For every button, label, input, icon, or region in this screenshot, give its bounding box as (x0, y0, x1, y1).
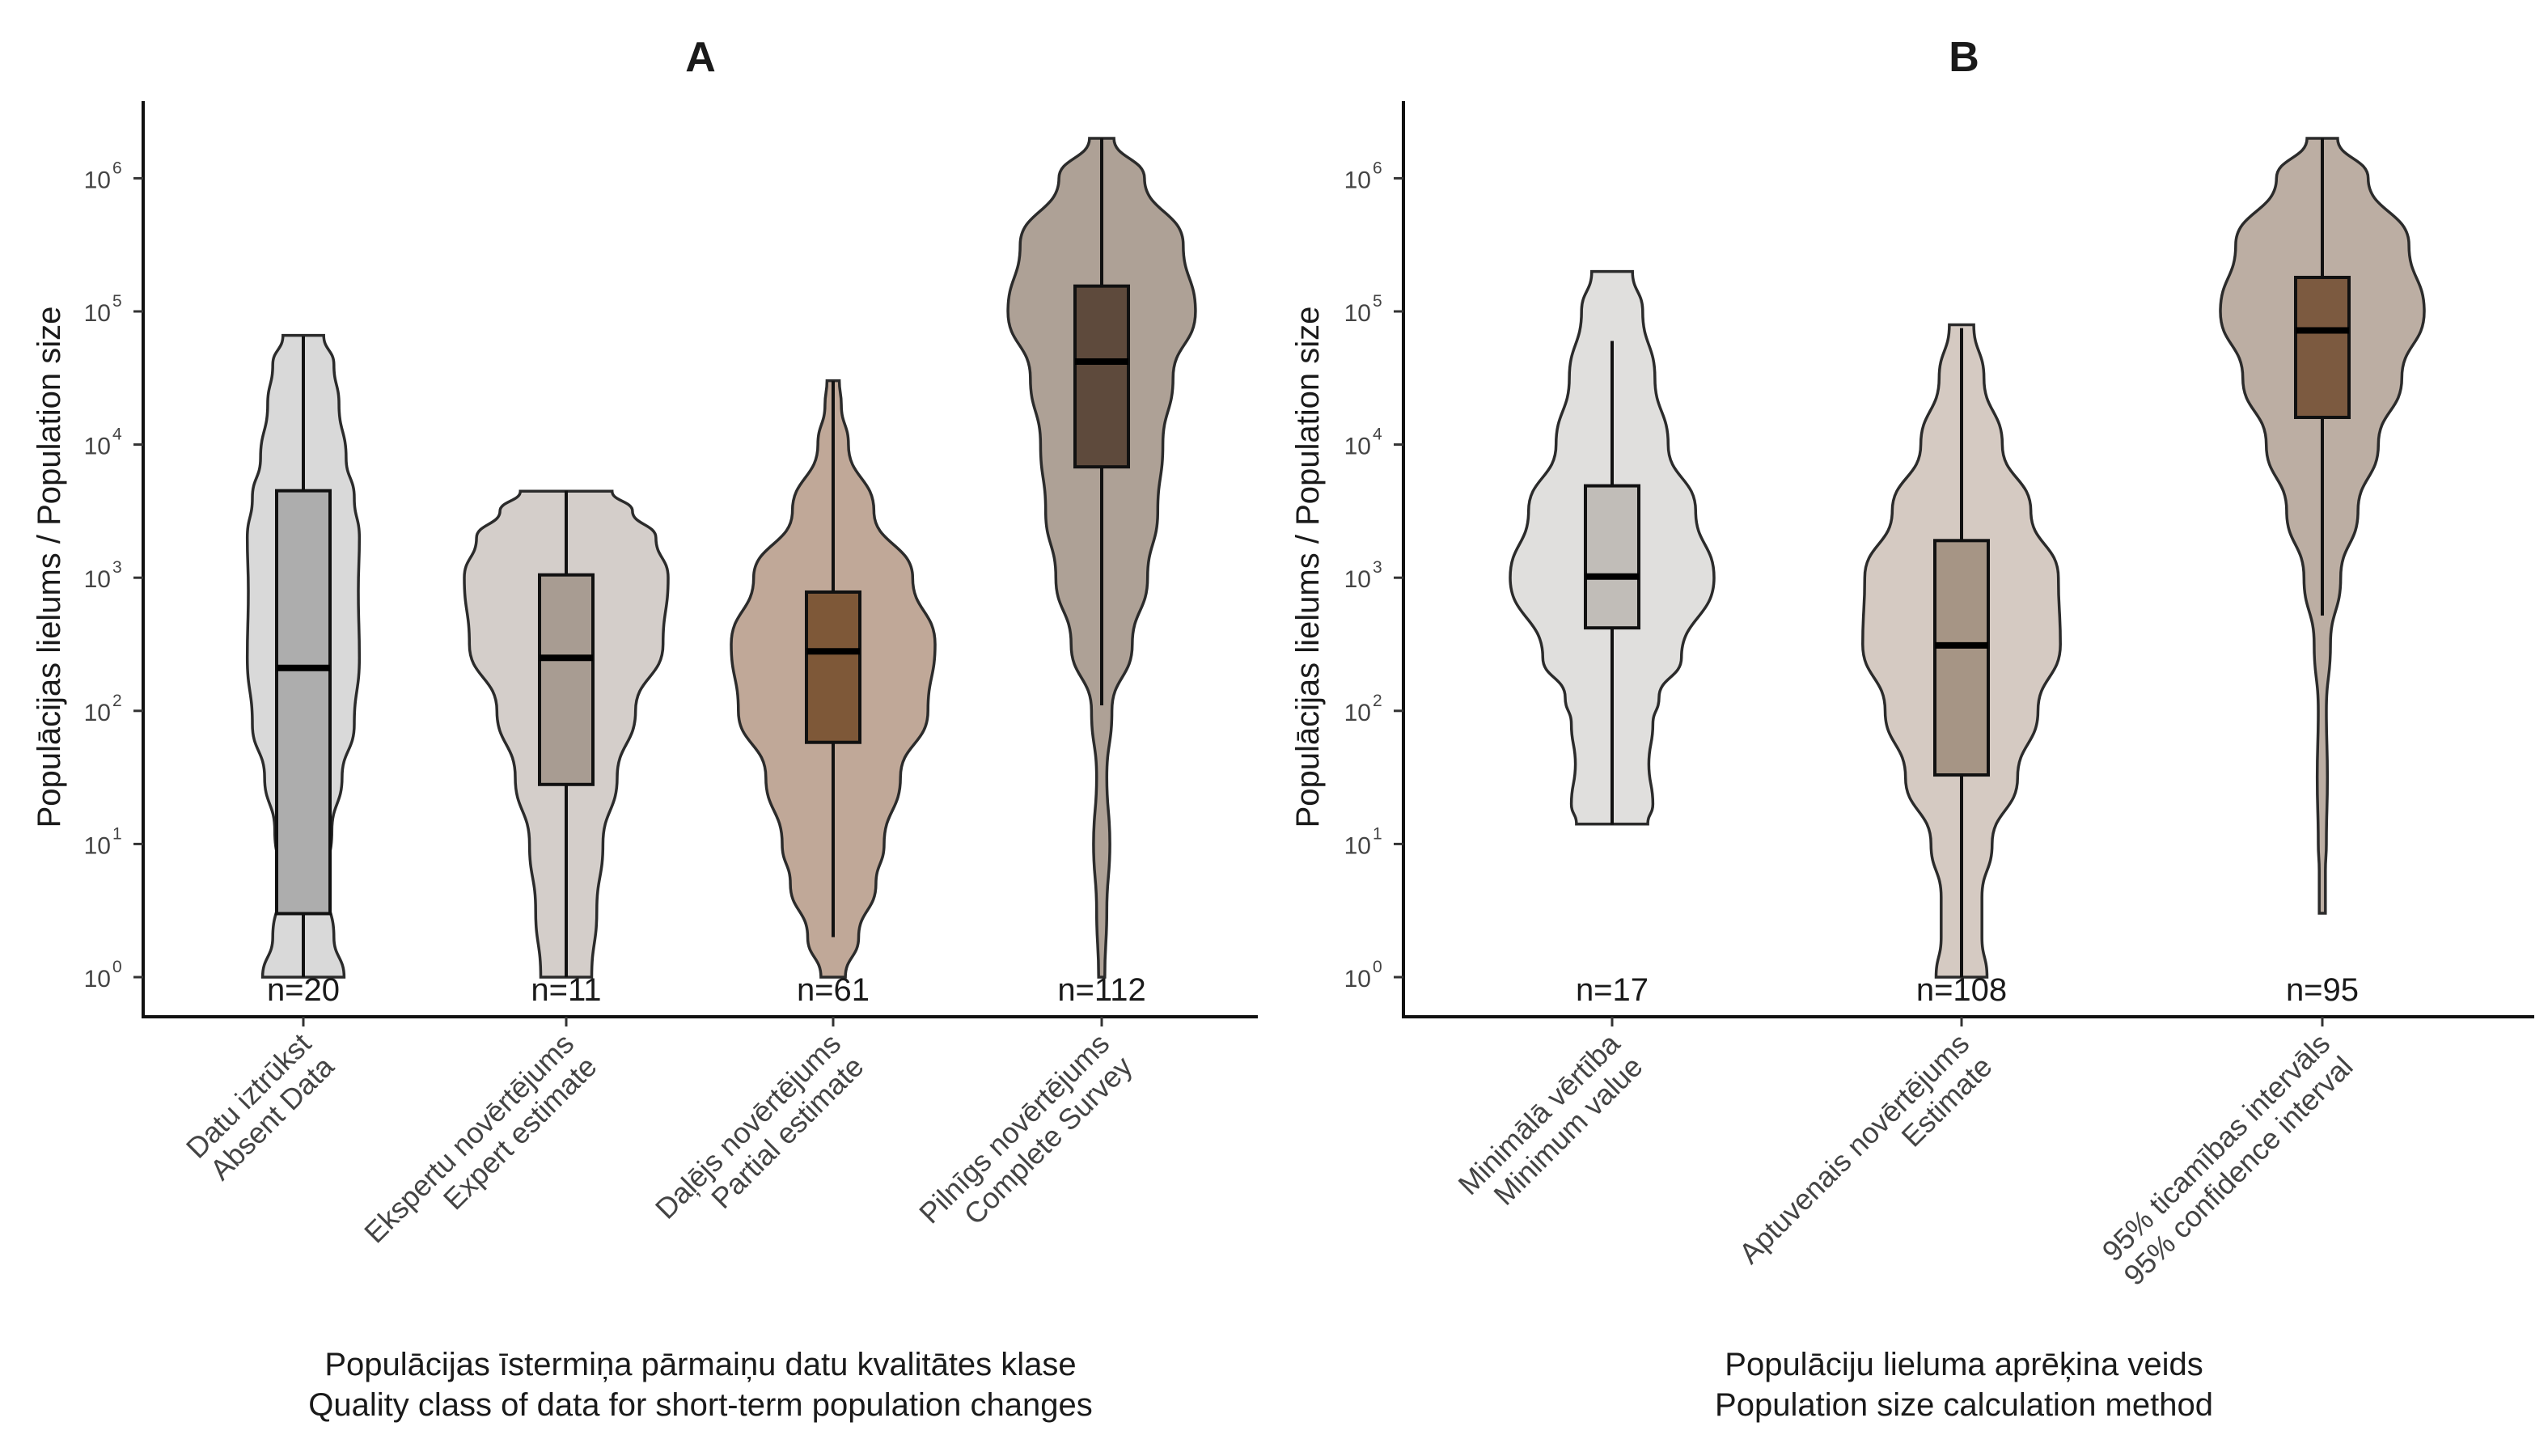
panel-title: B (1949, 34, 1979, 81)
y-tick-label: 10 (1344, 434, 1371, 460)
axis-lines (1402, 101, 2534, 1018)
y-tick-label: 10 (84, 566, 111, 593)
x-axis-title-line: Quality class of data for short-term pop… (308, 1387, 1092, 1423)
sample-size-label: n=95 (2286, 972, 2359, 1008)
y-tick-exponent: 3 (1373, 558, 1382, 577)
y-tick-exponent: 1 (112, 824, 122, 843)
category-label-line: 95% ticamības intervāls (2096, 1026, 2337, 1268)
y-tick-label: 10 (1344, 167, 1371, 193)
y-tick-label: 10 (1344, 566, 1371, 593)
y-tick-exponent: 2 (112, 692, 122, 710)
category-label-line: Daļējs novērtējums (649, 1026, 847, 1225)
y-tick-exponent: 0 (1373, 958, 1382, 976)
x-axis-title-line: Populāciju lieluma aprēķina veids (1725, 1347, 2203, 1382)
y-tick-label: 10 (1344, 700, 1371, 726)
x-axis-title-line: Population size calculation method (1715, 1387, 2213, 1423)
y-tick-label: 10 (1344, 966, 1371, 993)
y-tick-label: 10 (1344, 300, 1371, 327)
category-label-line: Aptuvenais novērtējums (1733, 1026, 1976, 1270)
y-tick-exponent: 1 (1373, 824, 1382, 843)
sample-size-label: n=112 (1057, 972, 1145, 1008)
sample-size-label: n=61 (797, 972, 870, 1008)
iqr-box (2294, 275, 2351, 420)
sample-size-label: n=17 (1576, 972, 1649, 1008)
iqr-box (275, 489, 332, 916)
y-tick-exponent: 2 (1373, 692, 1382, 710)
y-tick-exponent: 6 (1373, 159, 1382, 177)
iqr-box (1073, 284, 1130, 469)
y-tick-exponent: 6 (112, 159, 122, 177)
sample-size-label: n=108 (1916, 972, 2007, 1008)
y-tick-exponent: 0 (112, 958, 122, 976)
panel-title: A (685, 34, 716, 81)
iqr-box (805, 590, 861, 744)
axis-lines (142, 101, 1258, 1018)
y-tick-label: 10 (84, 434, 111, 460)
y-axis-title: Populācijas lielums / Population size (32, 307, 67, 828)
category-label-line: Pilnīgs novērtējums (912, 1026, 1115, 1230)
y-tick-exponent: 4 (1373, 425, 1382, 444)
y-tick-label: 10 (84, 832, 111, 859)
y-tick-label: 10 (1344, 832, 1371, 859)
y-tick-exponent: 5 (112, 292, 122, 311)
iqr-box (1933, 539, 1990, 777)
sample-size-label: n=20 (267, 972, 340, 1008)
category-label-line: Ekspertu novērtējums (358, 1026, 580, 1249)
y-tick-label: 10 (84, 167, 111, 193)
y-tick-exponent: 4 (112, 425, 122, 444)
y-tick-exponent: 5 (1373, 292, 1382, 311)
y-axis-title: Populācijas lielums / Population size (1290, 307, 1326, 828)
y-tick-label: 10 (84, 300, 111, 327)
iqr-box (538, 573, 595, 786)
x-axis-title-line: Populācijas īstermiņa pārmaiņu datu kval… (324, 1347, 1076, 1382)
y-tick-exponent: 3 (112, 558, 122, 577)
sample-size-label: n=11 (531, 972, 601, 1008)
y-tick-label: 10 (84, 700, 111, 726)
iqr-box (1584, 484, 1640, 630)
y-tick-label: 10 (84, 966, 111, 993)
category-label-line: 95% confidence interval (2117, 1050, 2359, 1292)
